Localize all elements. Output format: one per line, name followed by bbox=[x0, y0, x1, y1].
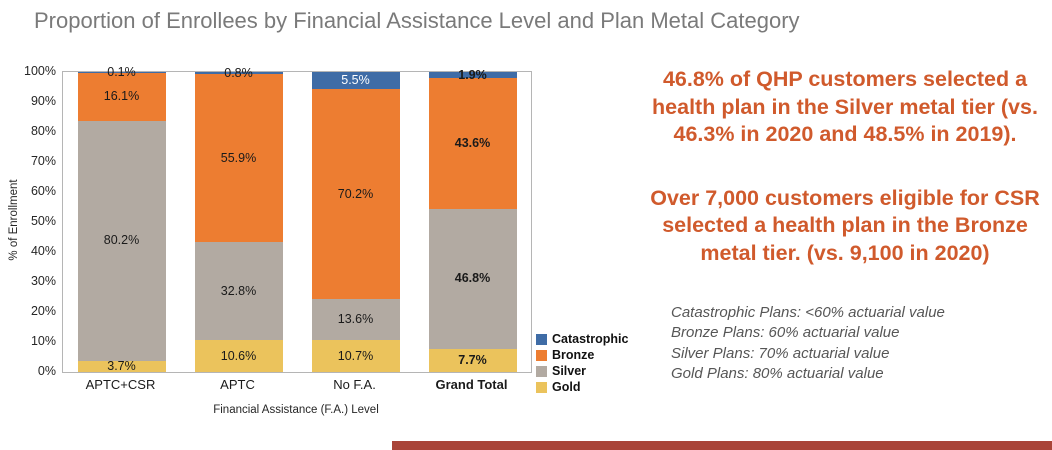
x-tick-label-grand-total: Grand Total bbox=[435, 377, 508, 392]
y-tick-label: 60% bbox=[30, 184, 56, 198]
bottom-accent-bar bbox=[392, 441, 1052, 450]
bar-aptc-csr: 3.7% 80.2% 16.1% 0.1% bbox=[77, 66, 166, 374]
y-tick-label: 0% bbox=[37, 364, 56, 378]
data-label: 46.8% bbox=[454, 271, 491, 286]
legend-swatch-gold bbox=[536, 381, 547, 393]
y-tick-label: 90% bbox=[30, 94, 56, 108]
y-tick-label: 80% bbox=[30, 124, 56, 138]
bar-aptc: 10.6% 32.8% 55.9% 0.8% bbox=[194, 67, 283, 372]
data-label: 70.2% bbox=[337, 186, 374, 201]
segment-bronze: 43.6% bbox=[428, 77, 517, 209]
legend-label: Gold bbox=[552, 380, 581, 394]
legend-item-bronze: Bronze bbox=[536, 347, 628, 363]
segment-bronze: 70.2% bbox=[311, 88, 400, 300]
y-tick-label: 100% bbox=[24, 64, 56, 78]
y-tick-label: 10% bbox=[30, 334, 56, 348]
page-title: Proportion of Enrollees by Financial Ass… bbox=[34, 8, 800, 33]
segment-gold: 7.7% bbox=[428, 348, 517, 372]
legend-label: Catastrophic bbox=[552, 332, 629, 346]
data-label: 16.1% bbox=[103, 89, 140, 104]
bar-no-f-a: 10.7% 13.6% 70.2% 5.5% bbox=[311, 72, 400, 372]
y-tick-label: 30% bbox=[30, 274, 56, 288]
segment-silver: 46.8% bbox=[428, 208, 517, 349]
segment-silver: 80.2% bbox=[77, 120, 166, 361]
segment-catastrophic: 5.5% bbox=[311, 72, 400, 89]
segment-silver: 32.8% bbox=[194, 241, 283, 341]
data-label: 10.6% bbox=[220, 348, 257, 363]
data-label: 43.6% bbox=[454, 135, 491, 150]
legend-item-catastrophic: Catastrophic bbox=[536, 331, 628, 347]
legend-item-silver: Silver bbox=[536, 363, 628, 379]
legend-swatch-silver bbox=[536, 365, 547, 377]
legend: Catastrophic Bronze Silver Gold bbox=[536, 331, 628, 395]
segment-catastrophic: 1.9% bbox=[428, 69, 517, 81]
plot-area: 3.7% 80.2% 16.1% 0.1% 10.6% 32.8% 55.9% 0.8% 10.… bbox=[62, 66, 532, 374]
x-axis: APTC+CSR APTC No F.A. Grand Total bbox=[62, 377, 530, 392]
data-label: 3.7% bbox=[107, 359, 136, 374]
legend-label: Silver bbox=[552, 364, 587, 378]
x-tick-label-no-f-a: No F.A. bbox=[333, 377, 376, 392]
x-tick-label-aptc: APTC bbox=[220, 377, 255, 392]
data-label: 32.8% bbox=[220, 283, 257, 298]
data-label: 7.7% bbox=[458, 353, 487, 368]
segment-gold: 10.7% bbox=[311, 339, 400, 372]
legend-item-gold: Gold bbox=[536, 379, 628, 395]
bronze-tier-note: Over 7,000 customers eligible for CSR se… bbox=[650, 185, 1040, 265]
data-label: 13.6% bbox=[337, 312, 374, 327]
data-label: 0.1% bbox=[107, 64, 136, 79]
data-label: 0.8% bbox=[224, 65, 253, 80]
segment-gold: 3.7% bbox=[77, 359, 166, 374]
annotations-panel: 46.8% of QHP customers selected a health… bbox=[645, 66, 1045, 384]
x-tick-label-aptc-csr: APTC+CSR bbox=[85, 377, 156, 392]
y-tick-label: 70% bbox=[30, 154, 56, 168]
y-tick-label: 50% bbox=[30, 214, 56, 228]
segment-bronze: 55.9% bbox=[194, 74, 283, 242]
bar-grand-total: 7.7% 46.8% 43.6% 1.9% bbox=[428, 69, 517, 372]
footnote-bronze: Bronze Plans: 60% actuarial value bbox=[671, 324, 900, 342]
footnote-gold: Gold Plans: 80% actuarial value bbox=[671, 364, 884, 382]
data-label: 10.7% bbox=[337, 348, 374, 363]
segment-gold: 10.6% bbox=[194, 340, 283, 372]
x-axis-title: Financial Assistance (F.A.) Level bbox=[213, 404, 379, 416]
y-tick-label: 40% bbox=[30, 244, 56, 258]
segment-bronze: 16.1% bbox=[77, 72, 166, 121]
segment-catastrophic: 0.8% bbox=[194, 67, 283, 79]
legend-swatch-bronze bbox=[536, 349, 547, 361]
legend-label: Bronze bbox=[552, 348, 595, 362]
footnote-catastrophic: Catastrophic Plans: <60% actuarial value bbox=[671, 304, 945, 322]
legend-swatch-catastrophic bbox=[536, 333, 547, 345]
y-tick-label: 20% bbox=[30, 304, 56, 318]
footnote-silver: Silver Plans: 70% actuarial value bbox=[671, 344, 890, 362]
silver-tier-note: 46.8% of QHP customers selected a health… bbox=[652, 67, 1038, 147]
data-label: 5.5% bbox=[341, 73, 370, 88]
data-label: 55.9% bbox=[220, 150, 257, 165]
y-axis: 100% 90% 80% 70% 60% 50% 40% 30% 20% 10% 0% bbox=[12, 64, 56, 378]
data-label: 1.9% bbox=[458, 67, 487, 82]
data-label: 80.2% bbox=[103, 233, 140, 248]
segment-silver: 13.6% bbox=[311, 299, 400, 340]
plan-definitions: Catastrophic Plans: <60% actuarial value… bbox=[645, 303, 1045, 384]
